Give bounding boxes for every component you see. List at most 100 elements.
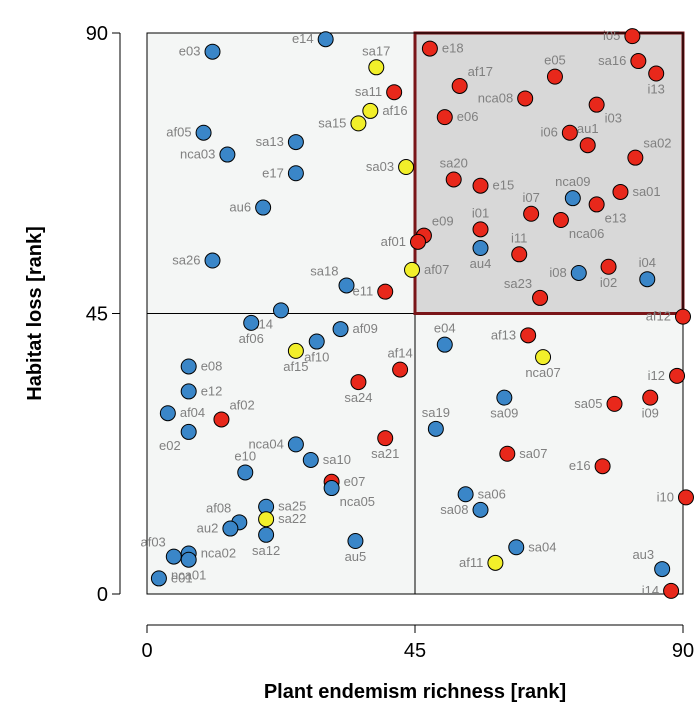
- point-label: sa07: [519, 446, 547, 461]
- data-point: [302, 451, 319, 468]
- data-point: [508, 539, 525, 556]
- point-label: sa02: [643, 136, 671, 151]
- data-point: [204, 252, 221, 269]
- point-label: e02: [159, 438, 181, 453]
- x-tick-label: 90: [672, 640, 694, 662]
- data-point: [392, 361, 409, 378]
- point-label: sa09: [490, 406, 518, 421]
- data-point: [436, 336, 453, 353]
- point-label: e16: [569, 458, 591, 473]
- data-point: [677, 489, 694, 506]
- point-label: sa08: [440, 502, 468, 517]
- data-point: [150, 570, 167, 587]
- data-point: [273, 302, 289, 319]
- data-point: [165, 548, 182, 565]
- point-label: e03: [179, 44, 201, 59]
- data-point: [204, 43, 221, 60]
- data-point: [630, 53, 647, 70]
- data-point: [588, 196, 605, 213]
- data-point: [552, 212, 569, 228]
- data-point: [457, 486, 474, 503]
- data-point: [287, 165, 304, 182]
- data-point: [606, 395, 623, 412]
- data-point: [180, 358, 197, 375]
- point-label: af11: [459, 555, 483, 570]
- data-point: [323, 480, 340, 497]
- point-label: e05: [544, 53, 566, 68]
- data-point: [350, 374, 367, 391]
- data-point: [255, 199, 272, 216]
- point-label: sa01: [632, 184, 660, 199]
- data-point: [594, 458, 611, 475]
- point-label: sa04: [528, 539, 556, 554]
- y-tick-label: 0: [97, 584, 108, 606]
- data-point: [308, 333, 325, 350]
- data-point: [612, 183, 629, 200]
- point-label: sa05: [574, 396, 602, 411]
- point-label: e12: [201, 383, 223, 398]
- point-label: i08: [549, 265, 566, 280]
- point-label: i04: [639, 255, 656, 270]
- data-point: [243, 314, 260, 331]
- data-point: [561, 124, 578, 141]
- point-label: sa18: [310, 263, 338, 278]
- data-point: [496, 389, 513, 406]
- point-label: sa21: [371, 446, 399, 461]
- point-label: af06: [239, 331, 264, 346]
- point-label: nca03: [180, 147, 215, 162]
- x-tick-label: 0: [141, 640, 152, 662]
- point-label: nca08: [478, 90, 513, 105]
- point-label: af16: [382, 103, 407, 118]
- data-point: [624, 28, 641, 45]
- point-label: i03: [605, 111, 622, 126]
- point-label: au2: [197, 521, 219, 536]
- point-label: e15: [493, 178, 515, 193]
- y-tick-label: 90: [86, 23, 108, 45]
- data-point: [287, 342, 304, 359]
- point-label: au4: [470, 256, 492, 271]
- data-point: [472, 177, 489, 194]
- point-label: e11: [352, 284, 373, 299]
- point-label: af04: [180, 405, 205, 420]
- point-label: af08: [206, 500, 231, 515]
- point-label: sa17: [362, 43, 390, 58]
- data-point: [317, 31, 334, 48]
- data-point: [511, 246, 528, 263]
- data-point: [332, 321, 349, 338]
- point-label: sa10: [323, 452, 351, 467]
- point-label: i06: [540, 125, 557, 140]
- point-label: au1: [577, 121, 599, 136]
- data-point: [517, 90, 534, 107]
- data-point: [654, 561, 671, 578]
- data-point: [377, 430, 394, 447]
- data-point: [180, 551, 197, 568]
- point-label: sa12: [252, 543, 280, 558]
- data-point: [642, 389, 659, 406]
- point-label: af05: [166, 125, 191, 140]
- data-point: [347, 533, 364, 550]
- point-label: af17: [468, 64, 493, 79]
- point-label: i02: [600, 275, 617, 290]
- data-point: [409, 233, 426, 250]
- data-point: [639, 271, 656, 288]
- data-point: [237, 464, 254, 481]
- point-label: i09: [642, 406, 659, 421]
- point-label: sa03: [366, 159, 394, 174]
- data-point: [213, 411, 230, 428]
- point-label: af01: [381, 234, 406, 249]
- data-point: [258, 511, 275, 528]
- data-point: [627, 149, 644, 166]
- data-point: [472, 240, 489, 257]
- data-point: [445, 171, 462, 188]
- point-label: e13: [605, 210, 627, 225]
- y-axis-title: Habitat loss [rank]: [24, 226, 46, 400]
- x-axis-title: Plant endemism richness [rank]: [264, 681, 566, 703]
- data-point: [663, 582, 680, 599]
- point-label: e10: [234, 448, 256, 463]
- point-label: nca09: [555, 174, 590, 189]
- point-label: af12: [646, 309, 671, 324]
- point-label: sa13: [256, 134, 284, 149]
- point-label: af09: [353, 321, 378, 336]
